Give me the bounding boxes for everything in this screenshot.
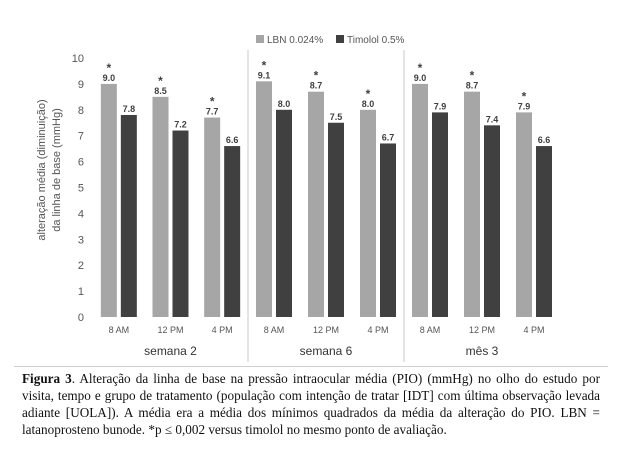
bar-value-label: 6.7: [382, 132, 395, 142]
x-group-label: semana 6: [300, 344, 353, 358]
bar-lbn: [464, 91, 480, 317]
y-axis-title: alteração média (diminuição) da linha de…: [36, 99, 63, 240]
significance-mark: *: [314, 69, 319, 83]
bar-value-label: 6.6: [226, 135, 239, 145]
y-tick-label: 10: [72, 53, 84, 65]
x-axis-groups: semana 2 semana 6 mês 3: [144, 344, 499, 358]
significance-mark: *: [210, 95, 215, 109]
caption-text: . Alteração da linha de base na pressão …: [22, 371, 600, 437]
bar-timolol: [380, 143, 396, 317]
bar-value-label: 7.9: [518, 101, 531, 111]
y-tick-label: 3: [78, 234, 84, 246]
x-category-label: 8 AM: [420, 325, 441, 335]
bars: [100, 81, 552, 318]
bar-value-label: 7.4: [486, 114, 499, 124]
bar-value-label: 8.7: [466, 81, 479, 91]
legend-label-timolol: Timolol 0.5%: [347, 35, 405, 46]
y-tick-label: 4: [78, 208, 84, 220]
bar-value-label: 9.0: [414, 73, 427, 83]
significance-mark: *: [262, 58, 267, 72]
bar-timolol: [120, 114, 137, 317]
y-tick-label: 5: [78, 183, 84, 195]
legend-swatch-lbn: [256, 35, 264, 43]
bar-timolol: [224, 146, 241, 317]
legend-label-lbn: LBN 0.024%: [267, 35, 323, 46]
bar-timolol: [172, 130, 189, 317]
y-axis-title-line-2: da linha de base (mmHg): [51, 108, 63, 232]
bar-timolol: [536, 146, 552, 317]
group-dividers: [247, 50, 405, 362]
x-category-label: 12 PM: [313, 325, 339, 335]
x-axis-categories: 8 AM 12 PM 4 PM 8 AM 12 PM 4 PM 8 AM 12 PM 4 PM: [109, 325, 545, 335]
bar-value-label: 6.6: [538, 135, 551, 145]
bar-chart: LBN 0.024% Timolol 0.5% alteração média …: [36, 35, 552, 362]
bar-value-label: 9.0: [103, 73, 116, 83]
bar-timolol: [328, 122, 344, 317]
x-category-label: 4 PM: [212, 325, 233, 335]
legend: LBN 0.024% Timolol 0.5%: [256, 35, 405, 46]
bar-lbn: [360, 109, 376, 317]
bar-value-label: 7.5: [330, 112, 343, 122]
significance-mark: *: [158, 74, 163, 88]
legend-swatch-timolol: [336, 35, 344, 43]
significance-mark: *: [470, 69, 475, 83]
y-tick-label: 9: [78, 79, 84, 91]
x-category-label: 8 AM: [109, 325, 130, 335]
bar-value-label: 7.9: [434, 101, 447, 111]
bar-value-label: 7.8: [123, 104, 136, 114]
data-labels: 9.0*7.88.5*7.27.7*6.69.1*8.08.7*7.58.0*6…: [103, 58, 551, 145]
bar-value-label: 8.0: [362, 99, 375, 109]
y-tick-label: 8: [78, 105, 84, 117]
bar-lbn: [100, 83, 117, 318]
y-tick-label: 1: [78, 286, 84, 298]
bar-lbn: [204, 117, 221, 317]
bar-lbn: [152, 96, 169, 317]
bar-lbn: [256, 81, 272, 317]
x-group-label: semana 2: [144, 344, 197, 358]
caption-separator: [14, 366, 608, 367]
significance-mark: *: [366, 87, 371, 101]
y-tick-label: 6: [78, 157, 84, 169]
x-category-label: 4 PM: [523, 325, 544, 335]
significance-mark: *: [522, 89, 527, 103]
bar-lbn: [308, 91, 324, 317]
significance-mark: *: [418, 61, 423, 75]
bar-value-label: 8.0: [278, 99, 291, 109]
bar-value-label: 7.2: [174, 120, 187, 130]
y-tick-label: 7: [78, 131, 84, 143]
bar-value-label: 8.7: [310, 81, 323, 91]
x-category-label: 12 PM: [469, 325, 495, 335]
x-group-label: mês 3: [466, 344, 499, 358]
y-axis-title-line-1: alteração média (diminuição): [36, 99, 48, 240]
y-tick-label: 2: [78, 260, 84, 272]
figure-caption: Figura 3. Alteração da linha de base na …: [22, 370, 600, 438]
bar-timolol: [276, 109, 292, 317]
x-category-label: 4 PM: [367, 325, 388, 335]
y-axis-ticks: 0 1 2 3 4 5 6 7 8 9 10: [72, 53, 84, 324]
caption-label: Figura 3: [22, 371, 72, 386]
bar-timolol: [432, 112, 448, 317]
x-category-label: 8 AM: [264, 325, 285, 335]
significance-mark: *: [106, 61, 111, 75]
bar-timolol: [484, 125, 500, 317]
bar-lbn: [516, 112, 532, 317]
y-tick-label: 0: [78, 312, 84, 324]
x-category-label: 12 PM: [157, 325, 183, 335]
bar-value-label: 8.5: [154, 86, 167, 96]
bar-lbn: [412, 83, 428, 318]
bar-value-label: 7.7: [206, 107, 219, 117]
bar-value-label: 9.1: [258, 70, 271, 80]
